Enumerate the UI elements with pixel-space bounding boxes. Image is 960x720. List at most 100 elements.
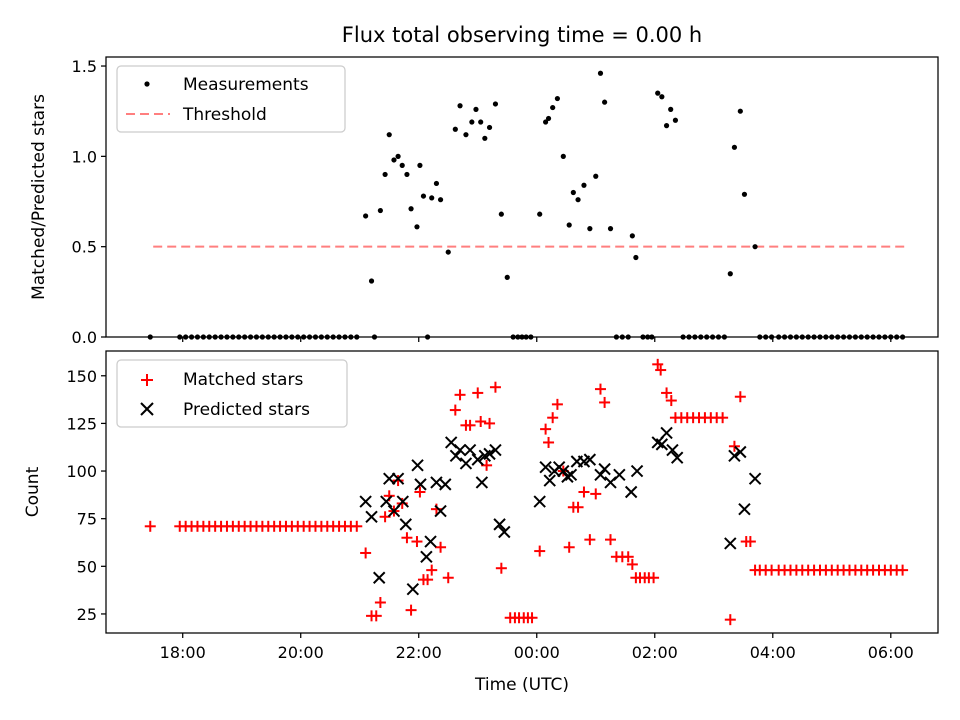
measurement-point bbox=[433, 180, 440, 187]
predicted-star-point bbox=[561, 470, 574, 483]
matched-star-point bbox=[454, 389, 466, 401]
matched-star-point bbox=[495, 562, 507, 574]
matched-star-point bbox=[728, 440, 740, 452]
matched-star-point bbox=[360, 547, 372, 559]
measurement-point bbox=[587, 226, 593, 232]
predicted-star-point bbox=[670, 451, 684, 464]
matched-star-point bbox=[435, 541, 447, 553]
matched-star-point bbox=[449, 404, 461, 416]
y-tick-label: 50 bbox=[77, 557, 97, 576]
predicted-star-point bbox=[406, 582, 420, 596]
matched-star-point bbox=[414, 486, 426, 498]
x-tick-label: 04:00 bbox=[750, 643, 796, 662]
matched-star-point bbox=[370, 610, 382, 622]
measurement-point bbox=[429, 195, 435, 201]
predicted-star-point bbox=[728, 449, 741, 463]
matched-star-point bbox=[464, 419, 476, 431]
measurement-point bbox=[543, 119, 549, 125]
matched-star-point bbox=[351, 520, 363, 532]
predicted-star-point bbox=[420, 550, 433, 563]
measurement-point bbox=[377, 207, 383, 214]
legend-matched-marker bbox=[141, 374, 153, 386]
measurement-point bbox=[597, 70, 604, 76]
matched-star-point bbox=[605, 534, 617, 546]
measurement-point bbox=[602, 99, 608, 105]
measurement-point bbox=[566, 222, 572, 228]
matched-star-point bbox=[717, 412, 729, 424]
measurement-point bbox=[575, 197, 581, 203]
y-tick-label: 150 bbox=[66, 367, 97, 386]
matched-star-point bbox=[422, 574, 434, 586]
predicted-star-point bbox=[660, 426, 673, 440]
matched-star-point bbox=[547, 412, 559, 424]
measurement-point bbox=[752, 244, 758, 250]
measurement-point bbox=[607, 226, 614, 232]
predicted-star-point bbox=[598, 462, 611, 476]
measurement-point bbox=[386, 132, 392, 138]
predicted-star-point bbox=[463, 443, 477, 457]
legend-predicted-label: Predicted stars bbox=[183, 400, 310, 420]
matched-star-point bbox=[405, 604, 417, 616]
measurement-point bbox=[452, 126, 458, 132]
measurement-point bbox=[498, 211, 504, 217]
measurement-point bbox=[537, 211, 543, 217]
predicted-star-point bbox=[543, 474, 556, 487]
x-tick-label: 06:00 bbox=[868, 643, 914, 662]
matched-star-point bbox=[489, 381, 501, 393]
matched-star-point bbox=[655, 364, 667, 376]
measurement-point bbox=[473, 106, 479, 112]
measurement-point bbox=[457, 103, 463, 109]
predicted-star-point bbox=[655, 438, 669, 451]
matched-star-point bbox=[599, 396, 611, 408]
measurement-point bbox=[420, 193, 427, 199]
top-y-axis-label: Matched/Predicted stars bbox=[29, 94, 49, 300]
top-panel: 0.0 0.5 1.0 1.5 Matched/Predicted stars Mea… bbox=[29, 56, 939, 347]
legend-threshold-label: Threshold bbox=[182, 105, 267, 125]
measurement-point bbox=[672, 117, 679, 123]
matched-star-point bbox=[724, 614, 736, 626]
measurement-point bbox=[727, 271, 733, 277]
measurement-point bbox=[731, 144, 738, 150]
predicted-star-point bbox=[411, 459, 424, 472]
matched-star-point bbox=[578, 486, 590, 498]
predicted-star-point bbox=[613, 468, 626, 482]
measurement-point bbox=[404, 171, 410, 178]
predicted-star-point bbox=[489, 443, 502, 457]
legend-measurements-label: Measurements bbox=[183, 75, 309, 95]
measurement-point bbox=[469, 119, 475, 125]
predicted-star-point bbox=[557, 464, 570, 478]
y-tick-label: 75 bbox=[77, 510, 97, 529]
matched-star-point bbox=[411, 536, 423, 548]
matched-star-point bbox=[590, 488, 602, 500]
predicted-star-point bbox=[365, 510, 378, 523]
legend-predicted-marker bbox=[140, 402, 154, 416]
y-tick-label: 25 bbox=[77, 605, 97, 624]
predicted-star-point bbox=[399, 518, 412, 531]
x-tick-label: 20:00 bbox=[278, 643, 324, 662]
measurement-point bbox=[445, 249, 451, 255]
predicted-star-point bbox=[483, 447, 496, 461]
predicted-star-point bbox=[453, 443, 467, 457]
y-tick-label: 100 bbox=[66, 462, 97, 481]
matched-star-point bbox=[665, 395, 677, 407]
predicted-star-point bbox=[564, 468, 578, 482]
x-tick-label: 18:00 bbox=[160, 643, 206, 662]
measurement-point bbox=[463, 132, 469, 138]
measurement-point bbox=[633, 254, 639, 261]
predicted-star-point bbox=[738, 502, 751, 516]
matched-star-point bbox=[572, 501, 584, 513]
predicted-star-point bbox=[734, 445, 747, 459]
matched-star-point bbox=[526, 612, 538, 624]
measurement-point bbox=[414, 224, 420, 230]
y-tick-label: 1.0 bbox=[72, 147, 97, 166]
measurement-point bbox=[554, 95, 561, 102]
predicted-star-point bbox=[380, 495, 393, 508]
matched-star-point bbox=[442, 572, 454, 584]
matched-star-point bbox=[594, 383, 606, 395]
matched-star-point bbox=[652, 358, 664, 370]
matched-star-point bbox=[430, 503, 442, 515]
predicted-star-point bbox=[748, 472, 762, 485]
measurement-point bbox=[570, 189, 576, 196]
measurement-point bbox=[659, 94, 665, 100]
measurement-point bbox=[545, 115, 552, 122]
